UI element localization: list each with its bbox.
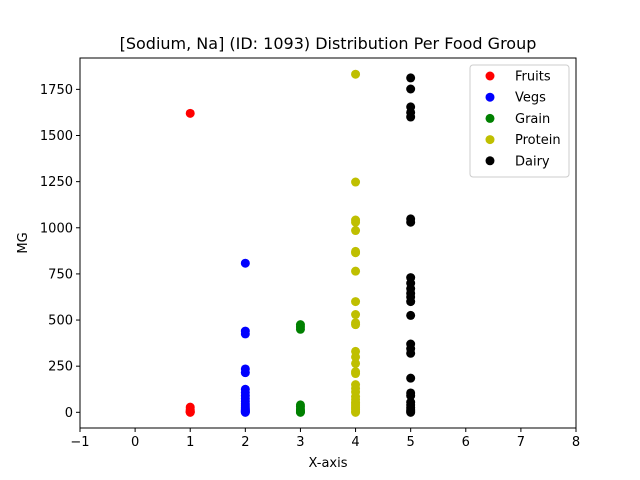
legend-box <box>469 64 570 178</box>
x-tick-label: 4 <box>351 435 359 450</box>
legend-marker <box>485 92 495 102</box>
legend-marker <box>485 156 495 166</box>
x-axis-ticks: −1 0 1 2 3 4 5 6 7 8 <box>70 428 580 450</box>
data-point <box>406 348 416 358</box>
legend-label: Dairy <box>515 154 550 169</box>
data-point <box>351 297 361 307</box>
data-point <box>351 352 361 362</box>
data-point <box>351 369 361 379</box>
x-tick-label: 0 <box>131 435 139 450</box>
plot-area <box>185 69 416 417</box>
data-point <box>351 407 361 417</box>
x-tick-label: 6 <box>462 435 470 450</box>
x-tick-label: 3 <box>296 435 304 450</box>
x-tick-label: 2 <box>241 435 249 450</box>
data-point <box>406 84 416 94</box>
y-axis-label: MG <box>16 232 31 253</box>
data-point <box>185 407 195 417</box>
series-protein <box>351 69 361 417</box>
x-tick-label: 1 <box>186 435 194 450</box>
series-fruits <box>185 108 195 417</box>
legend-label: Protein <box>515 133 561 148</box>
data-point <box>295 407 305 417</box>
y-tick-label: 1500 <box>40 129 73 144</box>
data-point <box>406 310 416 320</box>
data-point <box>406 407 416 417</box>
data-point <box>351 226 361 236</box>
data-point <box>351 248 361 258</box>
series-vegs <box>240 258 250 417</box>
data-point <box>240 368 250 378</box>
legend: Fruits Vegs Grain Protein Dairy <box>469 64 570 178</box>
data-point <box>295 324 305 334</box>
data-point <box>240 407 250 417</box>
data-point <box>406 112 416 122</box>
data-point <box>351 310 361 320</box>
data-point <box>240 329 250 339</box>
axes-frame <box>79 57 577 429</box>
y-tick-label: 1250 <box>40 175 73 190</box>
series-dairy <box>406 73 416 417</box>
legend-marker <box>485 113 495 123</box>
data-point <box>406 73 416 83</box>
data-point <box>351 177 361 187</box>
y-tick-label: 500 <box>48 314 73 329</box>
x-tick-label: 8 <box>572 435 580 450</box>
data-point <box>406 373 416 383</box>
data-point <box>351 320 361 330</box>
data-point <box>406 297 416 307</box>
data-point <box>351 217 361 227</box>
x-tick-label: 7 <box>517 435 525 450</box>
y-axis-ticks: 0 250 500 750 1000 1250 1500 1750 <box>40 83 80 421</box>
data-point <box>406 217 416 227</box>
data-point <box>351 266 361 276</box>
y-tick-label: 750 <box>48 267 73 282</box>
y-tick-label: 0 <box>65 406 73 421</box>
y-tick-label: 250 <box>48 360 73 375</box>
chart-title: [Sodium, Na] (ID: 1093) Distribution Per… <box>120 34 537 53</box>
legend-label: Grain <box>515 112 550 127</box>
legend-label: Vegs <box>515 91 546 106</box>
data-point <box>185 108 195 118</box>
data-point <box>351 69 361 79</box>
x-tick-label: 5 <box>407 435 415 450</box>
legend-label: Fruits <box>515 70 551 85</box>
data-point <box>351 358 361 368</box>
legend-marker <box>485 135 495 145</box>
series-grain <box>295 320 305 417</box>
y-tick-label: 1750 <box>40 83 73 98</box>
legend-marker <box>485 71 495 81</box>
data-point <box>240 258 250 268</box>
x-tick-label: −1 <box>70 435 89 450</box>
y-tick-label: 1000 <box>40 221 73 236</box>
data-point <box>406 391 416 401</box>
x-axis-label: X-axis <box>309 456 348 471</box>
